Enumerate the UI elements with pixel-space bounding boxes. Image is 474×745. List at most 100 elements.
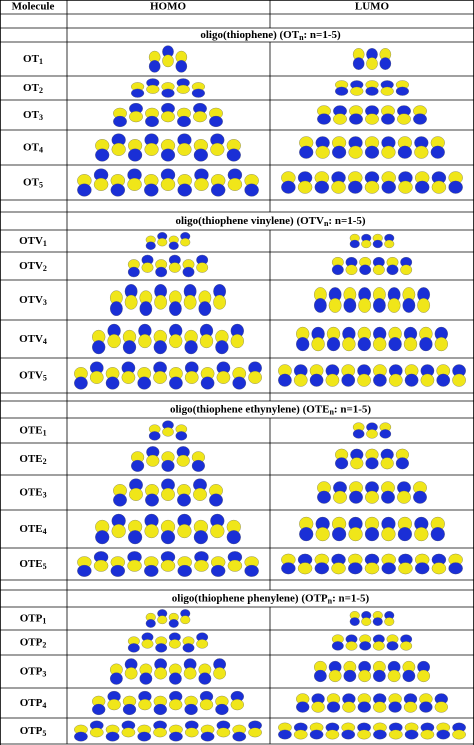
orbital-image — [148, 420, 188, 441]
title-text: : n=1-5) — [332, 592, 369, 604]
orbital-image — [127, 254, 209, 278]
orbital-lobe — [160, 559, 176, 572]
orbital-image — [113, 103, 223, 127]
orbital-image — [299, 516, 445, 542]
orbital-lobe — [314, 562, 329, 575]
orbital-lobe — [395, 457, 409, 470]
orbital-lobe — [182, 266, 195, 278]
orbital-lobe — [127, 559, 142, 572]
label-subscript: 4 — [42, 701, 46, 710]
orbital-lobe — [107, 699, 121, 711]
label-text: OTE — [19, 523, 42, 535]
molecule-label: OTP2 — [20, 636, 47, 649]
orbital-lobe — [194, 177, 209, 191]
orbital-lobe — [131, 459, 145, 472]
molecule-label: OTE4 — [19, 523, 46, 536]
orbital-lobe — [230, 334, 244, 349]
orbital-lobe — [155, 643, 168, 653]
orbital-lobe — [348, 527, 363, 542]
orbital-lobe — [328, 298, 342, 313]
label-subscript: 4 — [43, 337, 47, 346]
orbital-lobe — [364, 562, 380, 575]
orbital-lobe — [121, 727, 136, 738]
orbital-lobe — [379, 429, 392, 439]
orbital-lobe — [413, 490, 427, 504]
orbital-lobe — [297, 180, 313, 194]
orbital-lobe — [430, 527, 445, 542]
title-text: : n=1-5) — [334, 403, 371, 415]
orbital-image — [95, 133, 241, 162]
orbital-lobe — [361, 239, 372, 249]
title-text: oligo(thiophene ethynylene) (OTE — [170, 403, 330, 415]
orbital-lobe — [110, 564, 125, 577]
orbital-lobe — [154, 667, 167, 680]
orbital-lobe — [162, 427, 174, 437]
orbital-lobe — [431, 180, 447, 194]
orbital-lobe — [146, 84, 160, 94]
orbital-lobe — [169, 301, 182, 316]
orbital-lobe — [314, 298, 327, 313]
molecule-label: OTE5 — [19, 558, 46, 571]
orbital-lobe — [248, 727, 262, 738]
orbital-lobe — [89, 727, 104, 738]
orbital-lobe — [349, 113, 363, 125]
orbital-image — [113, 478, 223, 507]
orbital-lobe — [402, 298, 416, 313]
label-subscript: 2 — [42, 640, 46, 649]
orbital-lobe — [315, 527, 330, 542]
orbital-lobe — [124, 294, 138, 310]
orbital-lobe — [128, 148, 143, 162]
orbital-lobe — [331, 641, 344, 651]
orbital-lobe — [388, 373, 403, 387]
orbital-lobe — [244, 564, 259, 577]
orbital-lobe — [430, 145, 445, 159]
orbital-image — [299, 136, 445, 159]
label-text: OT — [23, 82, 40, 94]
label-text: OTP — [20, 665, 43, 677]
orbital-lobe — [397, 145, 412, 159]
orbital-lobe — [364, 145, 380, 159]
orbital-lobe — [359, 641, 372, 651]
orbital-lobe — [381, 562, 396, 575]
orbital-lobe — [342, 701, 356, 713]
label-text: OT — [23, 109, 40, 121]
orbital-lobe — [388, 701, 402, 713]
orbital-lobe — [379, 57, 392, 70]
orbital-image — [331, 634, 413, 651]
orbital-lobe — [387, 669, 401, 683]
orbital-lobe — [311, 701, 325, 713]
orbital-lobe — [333, 113, 347, 125]
orbital-lobe — [177, 142, 192, 156]
orbital-lobe — [373, 337, 387, 352]
orbital-lobe — [176, 454, 190, 467]
title-text: oligo(thiophene vinylene) (OTV — [175, 215, 324, 227]
orbital-lobe — [191, 459, 205, 472]
orbital-lobe — [199, 334, 214, 349]
orbital-lobe — [331, 562, 346, 575]
molecule-label: OTE1 — [19, 424, 46, 437]
label-text: OTV — [19, 294, 43, 306]
group-title: oligo(thiophene vinylene) (OTVn: n=1-5) — [175, 215, 365, 228]
orbital-lobe — [365, 113, 379, 125]
orbital-lobe — [141, 639, 154, 649]
orbital-lobe — [281, 562, 296, 575]
orbital-lobe — [95, 148, 110, 162]
orbital-lobe — [144, 142, 159, 156]
orbital-image — [349, 611, 395, 626]
orbital-lobe — [168, 241, 179, 250]
orbital-lobe — [431, 562, 447, 575]
orbital-lobe — [230, 699, 244, 711]
orbital-lobe — [349, 239, 360, 249]
orbital-lobe — [373, 729, 387, 740]
orbital-lobe — [168, 262, 181, 273]
orbital-lobe — [169, 699, 183, 711]
orbital-lobe — [365, 490, 379, 504]
label-subscript: 4 — [43, 527, 47, 536]
orbital-lobe — [332, 527, 347, 542]
orbital-lobe — [372, 239, 383, 249]
orbital-lobe — [111, 524, 126, 539]
orbital-lobe — [331, 180, 346, 194]
label-subscript: 5 — [43, 562, 47, 571]
orbital-lobe — [403, 337, 418, 352]
orbital-lobe — [296, 701, 310, 713]
